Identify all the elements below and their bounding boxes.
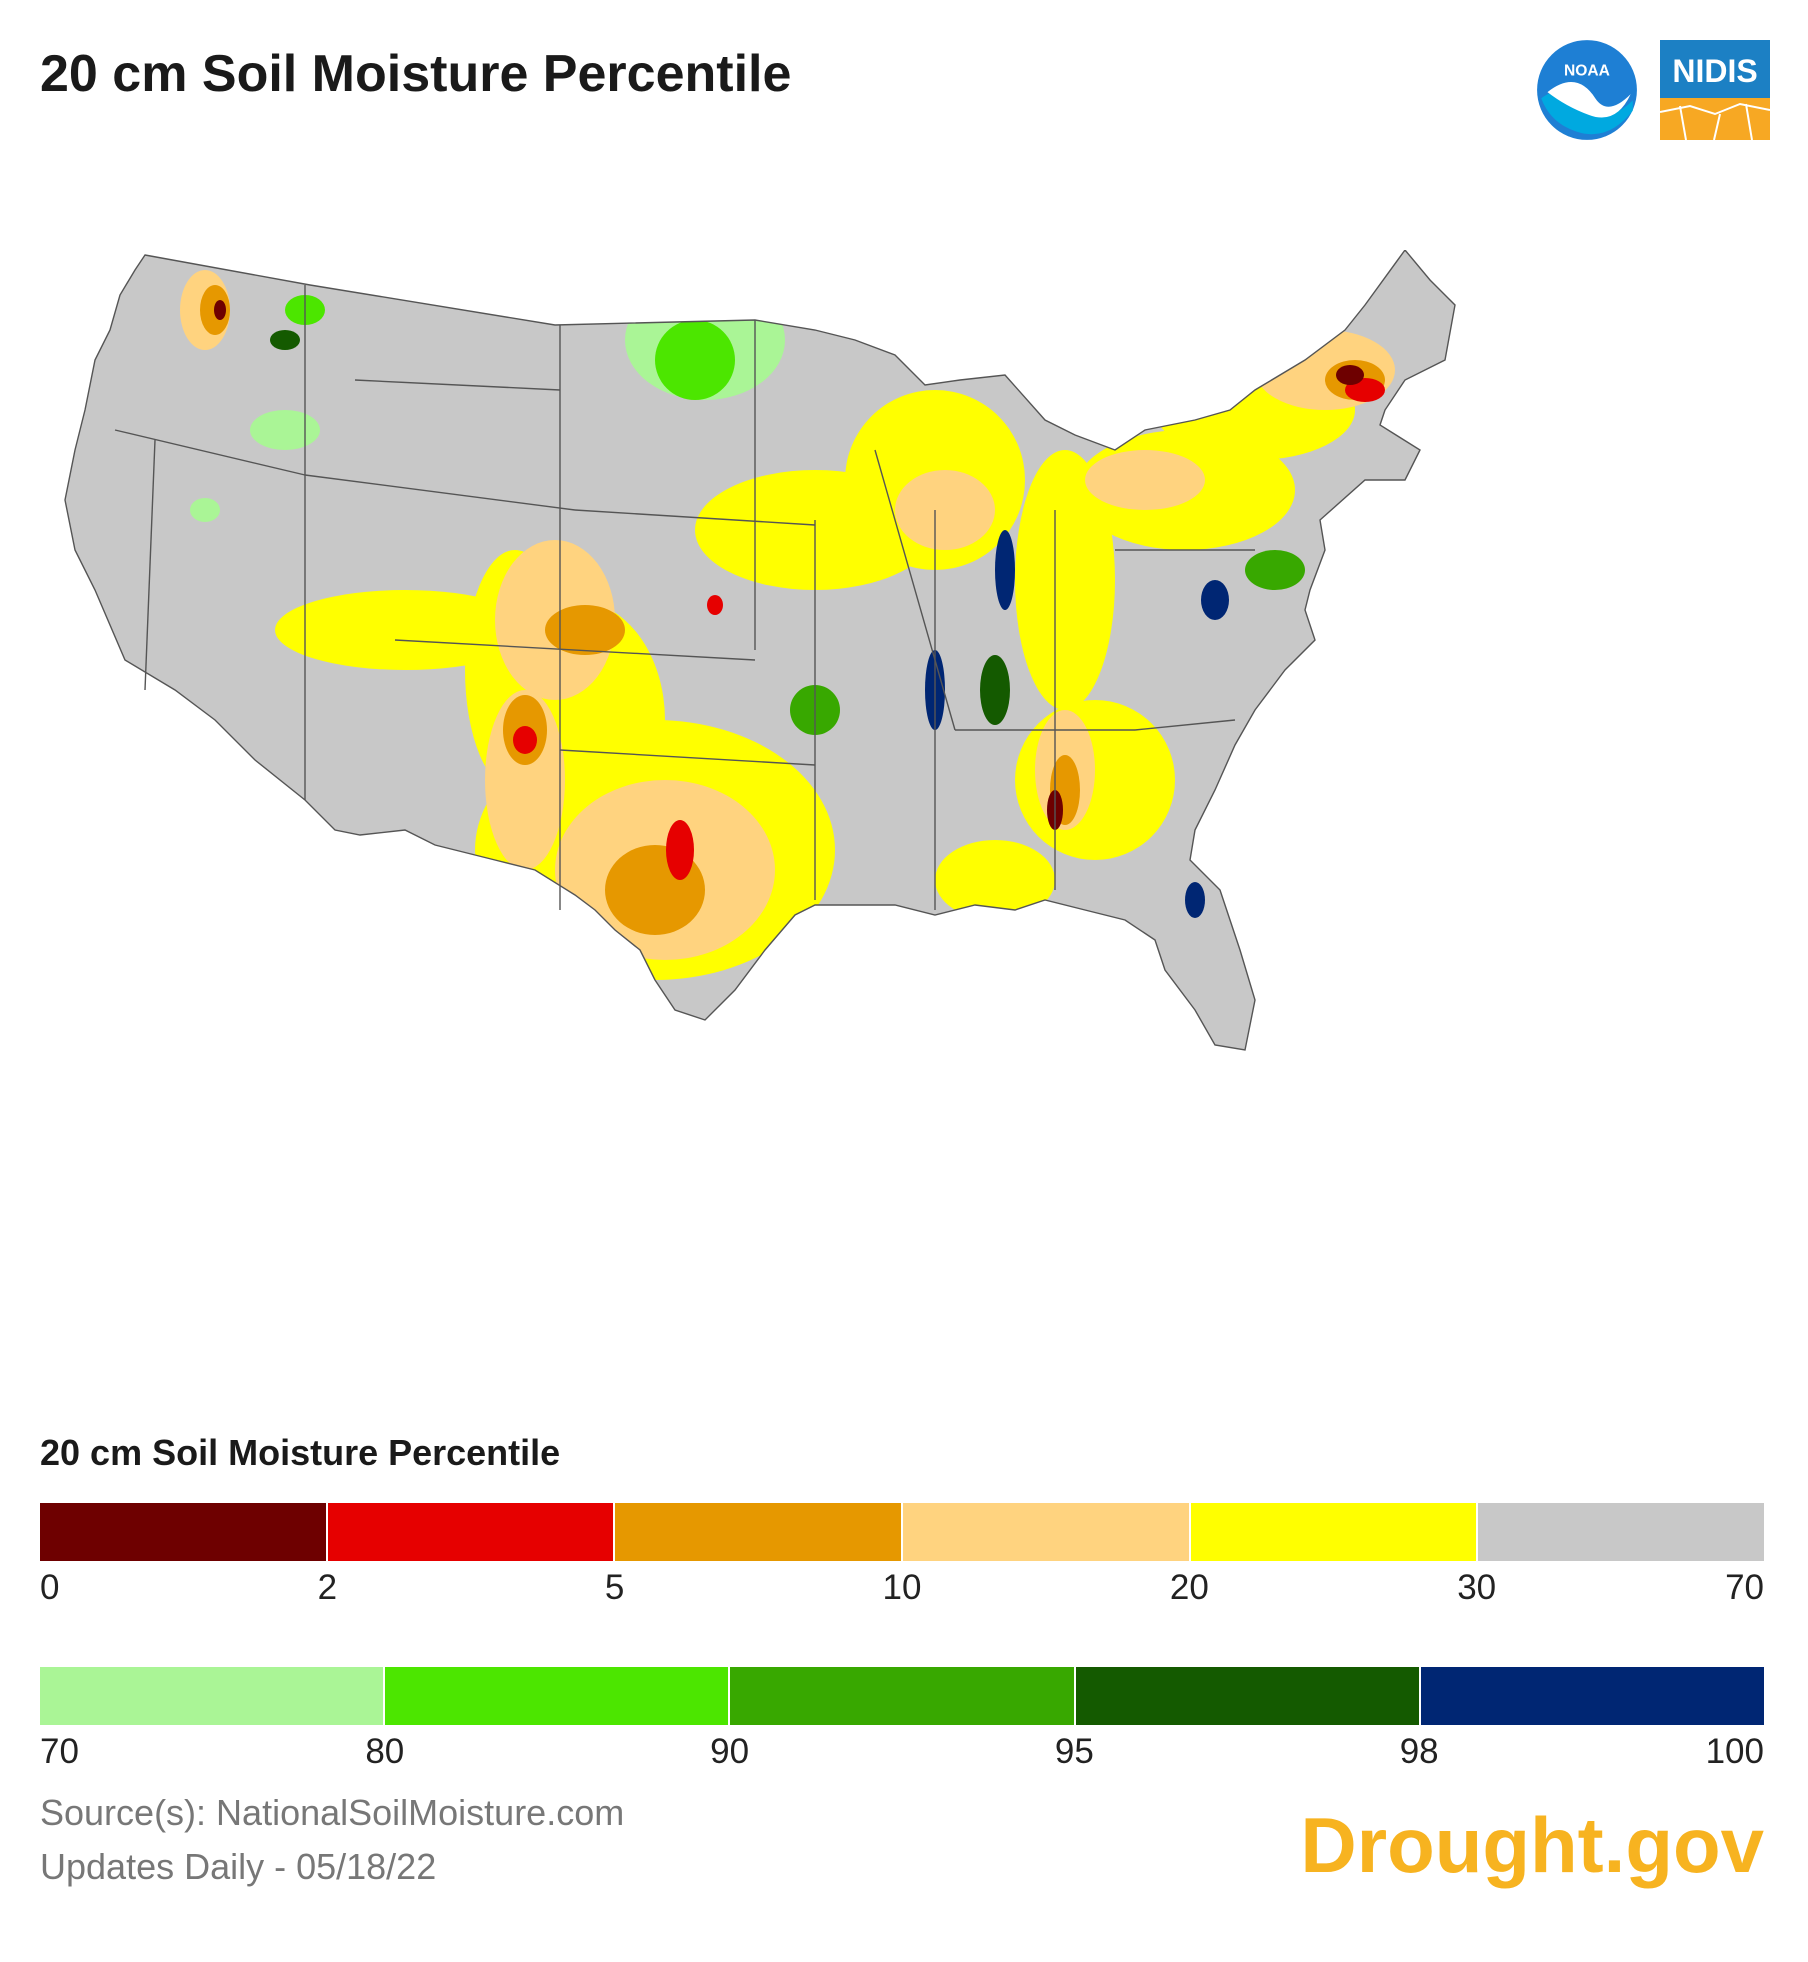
nidis-logo-cracks	[1660, 102, 1770, 140]
legend-swatch-10-20	[903, 1503, 1191, 1561]
legend-tick: 10	[882, 1568, 922, 1607]
updates-text: Updates Daily - 05/18/22	[40, 1846, 437, 1887]
legend-tick: 90	[710, 1732, 750, 1771]
state-borders	[64, 250, 1456, 1051]
nidis-logo-text: NIDIS	[1672, 53, 1757, 89]
source-text: Source(s): NationalSoilMoisture.com	[40, 1792, 625, 1833]
legend-tick: 2	[317, 1568, 338, 1607]
legend-tick: 100	[1705, 1732, 1764, 1771]
legend-swatch-5-10	[615, 1503, 904, 1561]
category-95-98	[270, 330, 1010, 725]
legend-swatch-2-5	[327, 1503, 616, 1561]
legend-tick: 5	[604, 1568, 625, 1607]
legend-tick: 70	[40, 1732, 79, 1771]
nidis-logo-top	[1660, 40, 1770, 98]
legend-dry-scale	[40, 1503, 1765, 1561]
page-title: 20 cm Soil Moisture Percentile	[40, 45, 792, 103]
legend-swatch-95-98	[1075, 1667, 1421, 1725]
legend-swatch-98-100	[1420, 1667, 1765, 1725]
legend-swatch-0-2	[40, 1503, 328, 1561]
legend-swatch-30-70	[1478, 1503, 1765, 1561]
drought-gov-brand[interactable]: Drought.gov	[1300, 1801, 1764, 1889]
legend-tick: 30	[1457, 1568, 1497, 1607]
legend-swatch-80-90	[385, 1667, 731, 1725]
category-5-10	[200, 285, 1385, 935]
category-2-5	[513, 378, 1385, 880]
legend-swatch-90-95	[730, 1667, 1076, 1725]
noaa-logo-text: NOAA	[1564, 62, 1610, 79]
legend-wet-scale	[40, 1667, 1765, 1725]
legend-tick: 20	[1169, 1568, 1209, 1607]
legend-title: 20 cm Soil Moisture Percentile	[40, 1432, 561, 1473]
legend-wet-ticks: 70 80 90 95 98 100	[40, 1732, 1764, 1772]
legend-tick: 0	[40, 1568, 60, 1607]
legend-dry-ticks: 0 2 5 10 20 30 70	[40, 1568, 1764, 1608]
legend-tick: 98	[1399, 1732, 1439, 1771]
noaa-logo[interactable]: NOAA	[1535, 38, 1639, 142]
noaa-logo-gull	[1547, 82, 1631, 118]
us-soil-moisture-map[interactable]	[55, 250, 1755, 1310]
nidis-logo[interactable]: NIDIS	[1660, 40, 1770, 140]
legend-tick: 80	[365, 1732, 405, 1771]
moisture-regions	[180, 270, 1395, 980]
legend-swatch-20-30	[1190, 1503, 1479, 1561]
legend-swatch-70-80	[40, 1667, 386, 1725]
legend-tick: 95	[1054, 1732, 1094, 1771]
legend-tick: 70	[1725, 1568, 1764, 1607]
